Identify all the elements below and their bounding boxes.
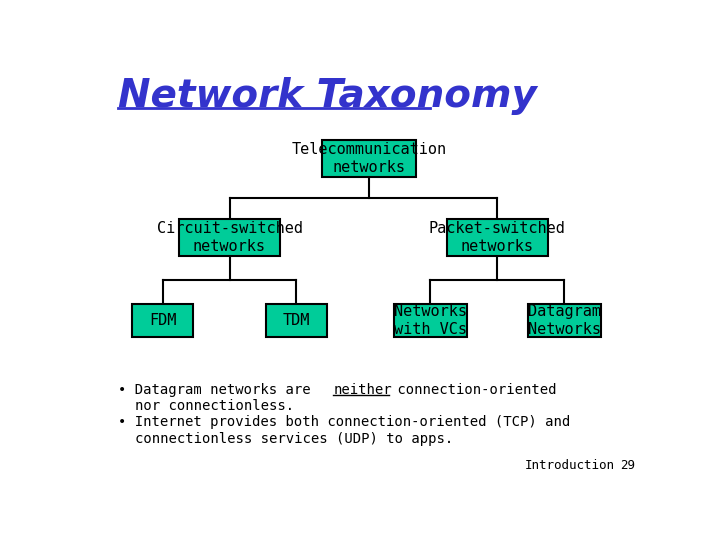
FancyBboxPatch shape: [447, 219, 548, 256]
Text: 29: 29: [620, 460, 635, 472]
FancyBboxPatch shape: [394, 304, 467, 337]
Text: neither: neither: [333, 383, 392, 397]
FancyBboxPatch shape: [266, 304, 327, 337]
Text: Circuit-switched
networks: Circuit-switched networks: [156, 221, 302, 254]
Text: TDM: TDM: [283, 313, 310, 328]
FancyBboxPatch shape: [132, 304, 193, 337]
Text: nor connectionless.: nor connectionless.: [135, 399, 294, 413]
Text: connectionless services (UDP) to apps.: connectionless services (UDP) to apps.: [135, 431, 453, 446]
Text: connection-oriented: connection-oriented: [389, 383, 557, 397]
FancyBboxPatch shape: [528, 304, 600, 337]
Text: Packet-switched
networks: Packet-switched networks: [429, 221, 566, 254]
Text: Telecommunication
networks: Telecommunication networks: [292, 142, 446, 174]
FancyBboxPatch shape: [179, 219, 279, 256]
Text: Datagram
Networks: Datagram Networks: [528, 305, 600, 337]
Text: • Datagram networks are: • Datagram networks are: [118, 383, 319, 397]
Text: Introduction: Introduction: [526, 460, 615, 472]
Text: • Internet provides both connection-oriented (TCP) and: • Internet provides both connection-orie…: [118, 415, 570, 429]
FancyBboxPatch shape: [322, 140, 416, 177]
Text: Network Taxonomy: Network Taxonomy: [118, 77, 537, 115]
Text: Networks
with VCs: Networks with VCs: [394, 305, 467, 337]
Text: FDM: FDM: [149, 313, 176, 328]
